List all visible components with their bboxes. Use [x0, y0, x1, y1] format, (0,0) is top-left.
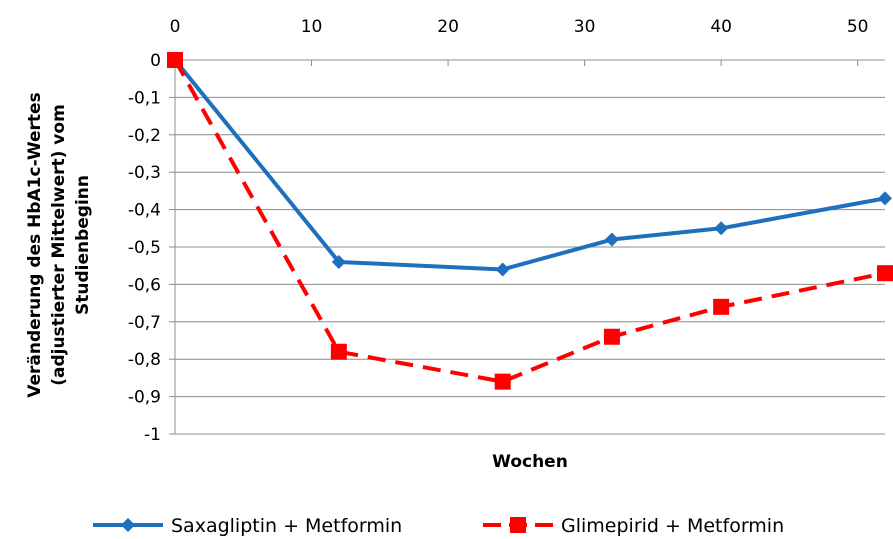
x-tick-label: 30: [574, 17, 596, 37]
data-point-saxagliptin: [331, 254, 346, 269]
y-tick-label: -0,9: [128, 388, 161, 408]
y-tick-label: 0: [150, 51, 161, 71]
y-axis-title-line-1: Veränderung des HbA1c-Wertes: [25, 92, 45, 397]
y-axis-title-line-2: (adjustierter Mittelwert) vom: [49, 104, 69, 386]
x-tick-label: 10: [301, 17, 323, 37]
legend-label-saxagliptin: Saxagliptin + Metformin: [171, 515, 402, 537]
y-tick-labels: 0 -0,1 -0,2 -0,3 -0,4 -0,5 -0,6 -0,7 -0,8 -0,9 -1: [128, 51, 161, 445]
data-point-glimepirid: [494, 373, 511, 390]
legend-label-glimepirid: Glimepirid + Metformin: [561, 515, 784, 537]
data-point-saxagliptin: [604, 232, 619, 247]
gridlines: [175, 96, 885, 435]
y-tick-label: -0,8: [128, 350, 161, 370]
x-tick-label: 40: [710, 17, 732, 37]
series-line-glimepirid: [173, 59, 886, 384]
y-tick-label: -0,3: [128, 163, 161, 183]
legend-marker-glimepirid: [510, 517, 526, 533]
data-point-saxagliptin: [495, 262, 510, 277]
y-axis-title: Veränderung des HbA1c-Wertes (adjustiert…: [25, 92, 93, 397]
series-group: [167, 52, 893, 390]
x-tick-labels: 0 10 20 30 40 50: [170, 17, 869, 37]
data-point-saxagliptin: [714, 221, 729, 236]
data-point-glimepirid: [603, 328, 620, 345]
x-tick-label: 0: [170, 17, 181, 37]
data-point-glimepirid: [877, 265, 893, 282]
y-tick-label: -0,6: [128, 275, 161, 295]
series-line-saxagliptin: [173, 58, 886, 272]
data-point-glimepirid: [167, 52, 183, 68]
y-axis-title-line-3: Studienbeginn: [73, 175, 93, 315]
legend: Saxagliptin + Metformin Glimepirid + Metf…: [93, 515, 784, 537]
y-tick-label: -1: [144, 425, 161, 445]
x-tick-label: 20: [437, 17, 459, 37]
data-point-glimepirid: [330, 343, 347, 360]
y-tick-label: -0,1: [128, 88, 161, 108]
y-tick-label: -0,4: [128, 201, 161, 221]
y-tick-label: -0,5: [128, 238, 161, 258]
y-tick-label: -0,2: [128, 126, 161, 146]
x-axis-title: Wochen: [492, 452, 568, 472]
axes: [169, 59, 885, 435]
data-point-glimepirid: [713, 298, 730, 315]
data-point-saxagliptin: [878, 191, 892, 206]
x-tick-label: 50: [847, 17, 869, 37]
y-tick-label: -0,7: [128, 313, 161, 333]
legend-marker-saxagliptin: [121, 518, 135, 532]
